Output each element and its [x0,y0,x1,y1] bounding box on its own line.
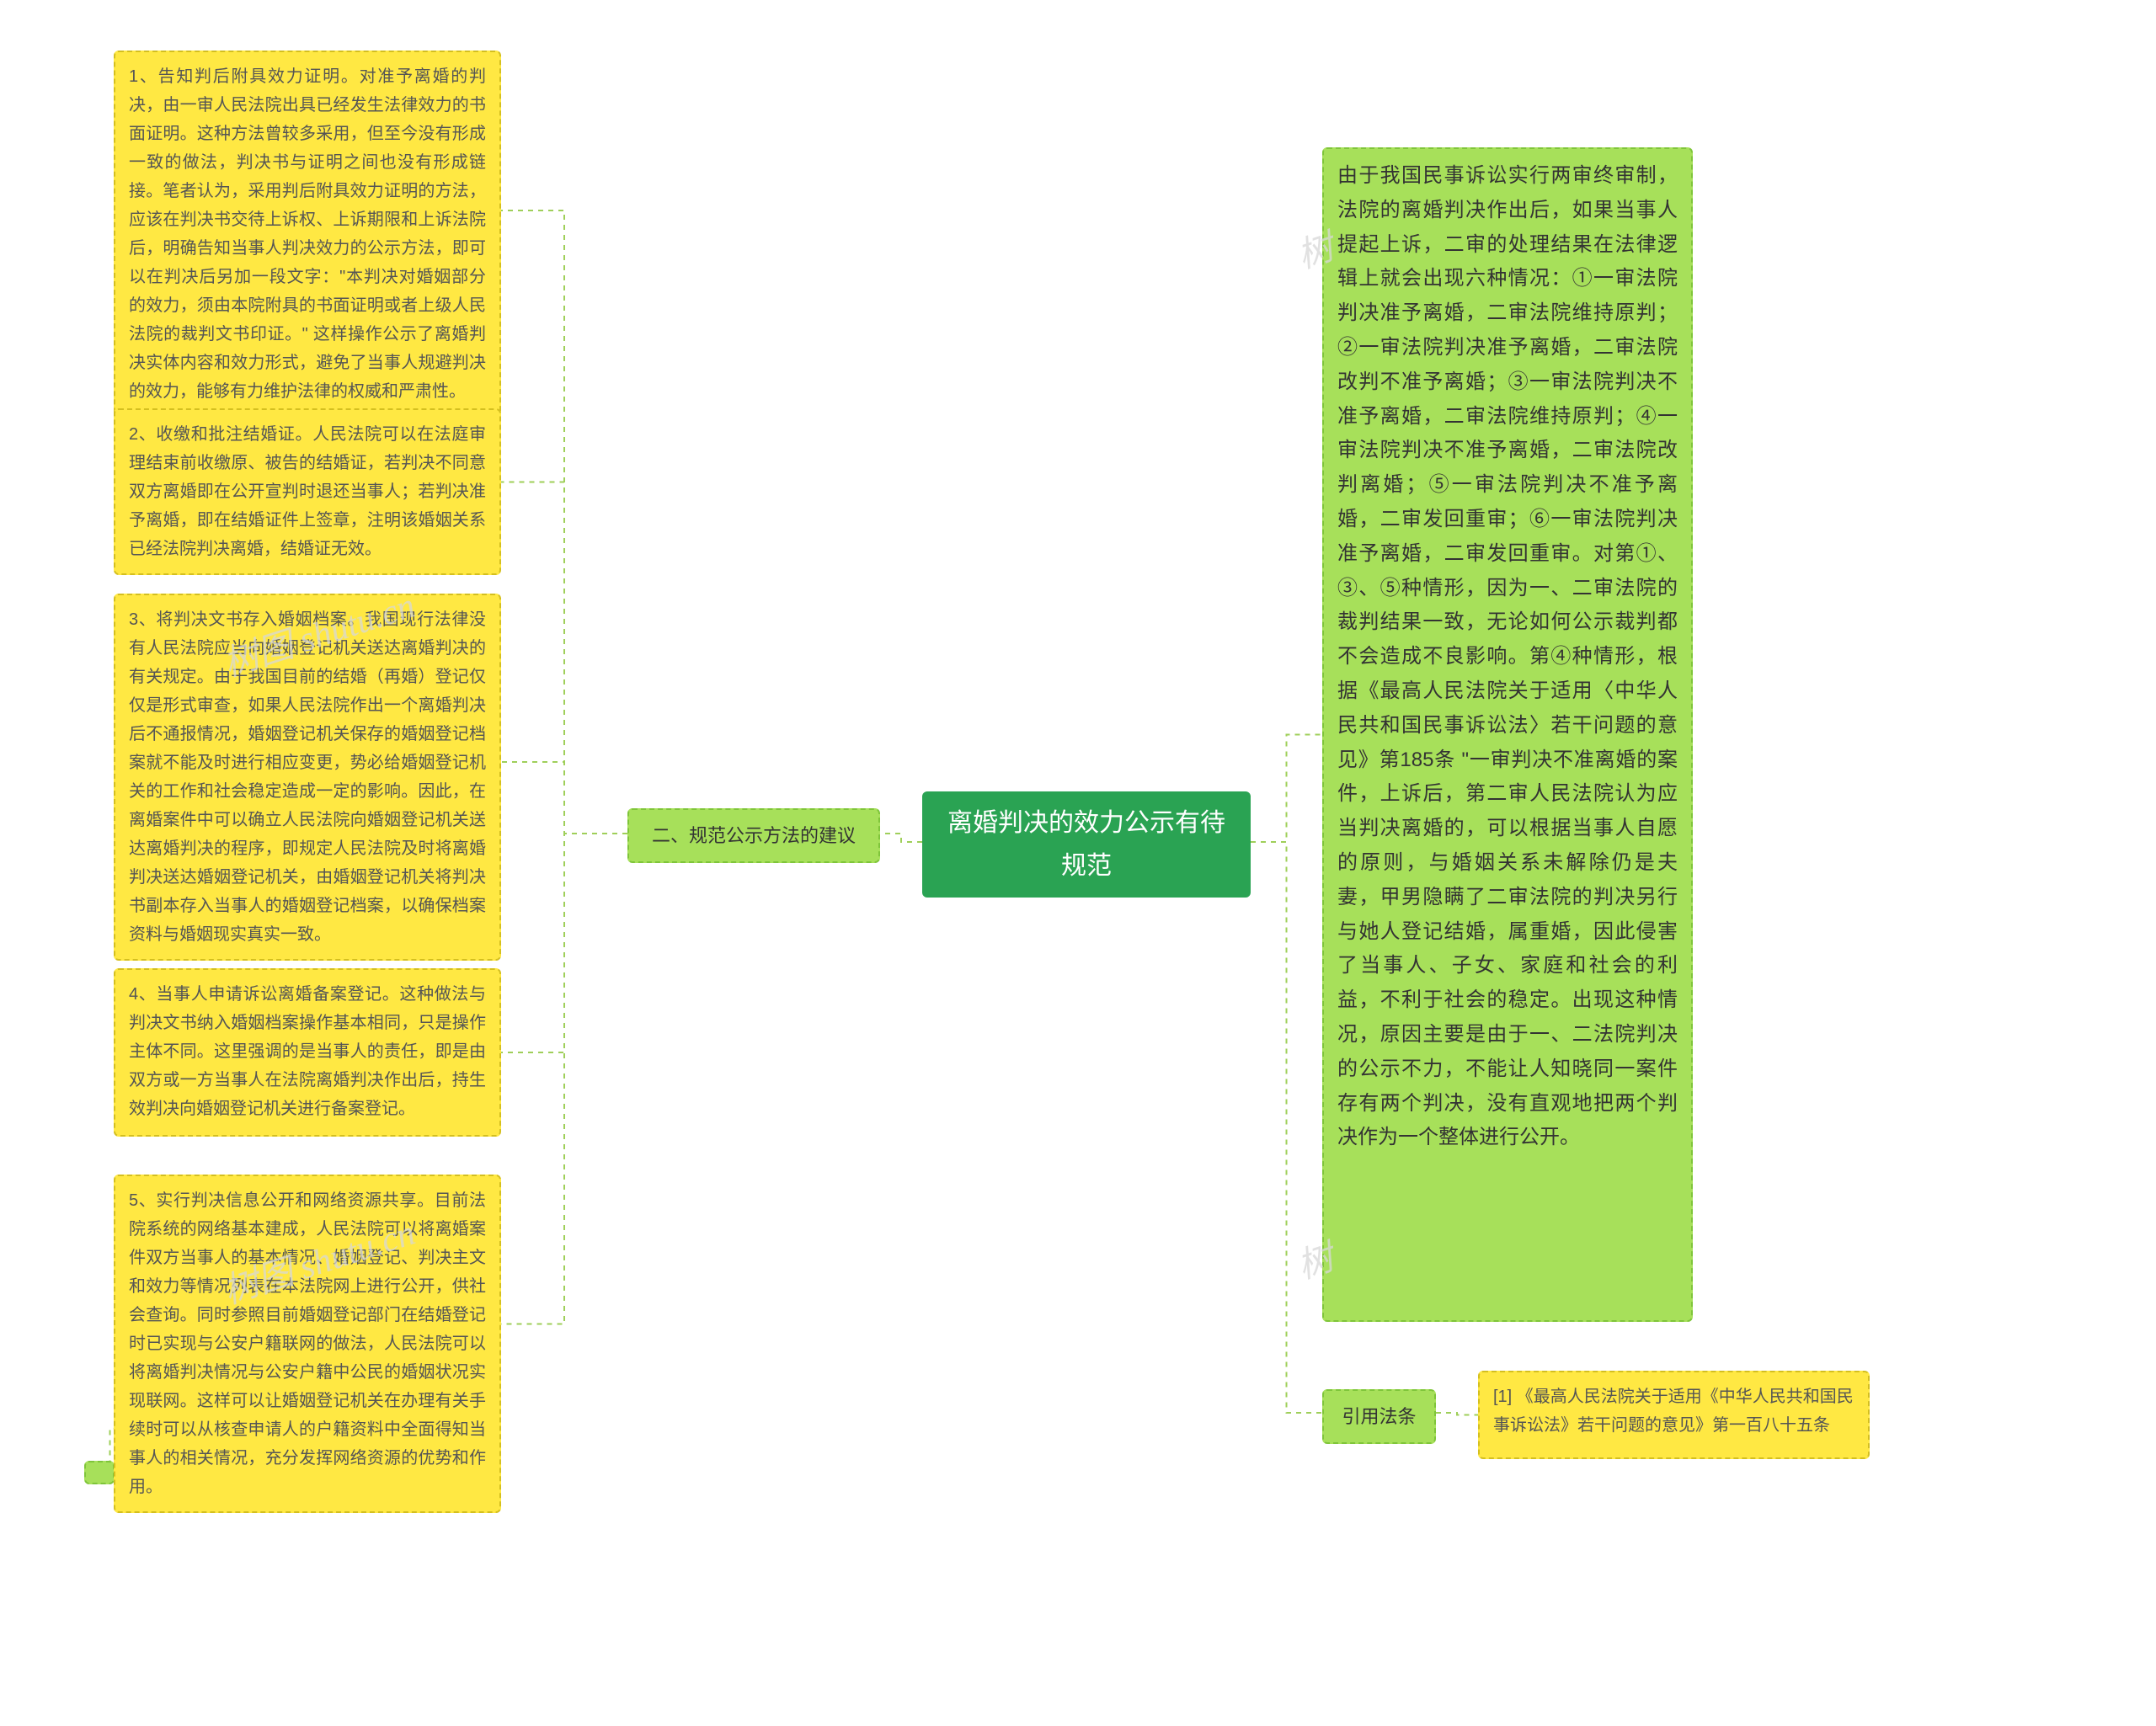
root-node[interactable]: 离婚判决的效力公示有待规范 [922,791,1251,898]
big-right-node[interactable]: 由于我国民事诉讼实行两审终审制，法院的离婚判决作出后，如果当事人提起上诉，二审的… [1322,147,1693,1322]
big-right-text: 由于我国民事诉讼实行两审终审制，法院的离婚判决作出后，如果当事人提起上诉，二审的… [1337,164,1678,1148]
leaf-left-1[interactable]: 1、告知判后附具效力证明。对准予离婚的判决，由一审人民法院出具已经发生法律效力的… [114,51,501,418]
leaf-left-3[interactable]: 3、将判决文书存入婚姻档案。我国现行法律没有人民法院应当向婚姻登记机关送达离婚判… [114,594,501,961]
leaf-left-5[interactable]: 5、实行判决信息公开和网络资源共享。目前法院系统的网络基本建成，人民法院可以将离… [114,1175,501,1513]
branch-right[interactable]: 引用法条 [1322,1389,1436,1444]
branch-left-label: 二、规范公示方法的建议 [652,820,856,851]
leaf-left-text: 5、实行判决信息公开和网络资源共享。目前法院系统的网络基本建成，人民法院可以将离… [129,1191,486,1496]
tiny-left-stub[interactable] [84,1461,115,1484]
root-label: 离婚判决的效力公示有待规范 [936,802,1237,887]
leaf-left-text: 2、收缴和批注结婚证。人民法院可以在法庭审理结束前收缴原、被告的结婚证，若判决不… [129,425,486,558]
leaf-left-4[interactable]: 4、当事人申请诉讼离婚备案登记。这种做法与判决文书纳入婚姻档案操作基本相同，只是… [114,968,501,1137]
leaf-left-text: 3、将判决文书存入婚姻档案。我国现行法律没有人民法院应当向婚姻登记机关送达离婚判… [129,610,486,944]
branch-right-label: 引用法条 [1342,1401,1416,1432]
leaf-left-text: 1、告知判后附具效力证明。对准予离婚的判决，由一审人民法院出具已经发生法律效力的… [129,67,486,401]
branch-left[interactable]: 二、规范公示方法的建议 [627,808,880,863]
leaf-right[interactable]: [1] 《最高人民法院关于适用《中华人民共和国民事诉讼法》若干问题的意见》第一百… [1478,1371,1870,1459]
leaf-right-text: [1] 《最高人民法院关于适用《中华人民共和国民事诉讼法》若干问题的意见》第一百… [1493,1388,1854,1435]
leaf-left-2[interactable]: 2、收缴和批注结婚证。人民法院可以在法庭审理结束前收缴原、被告的结婚证，若判决不… [114,408,501,575]
leaf-left-text: 4、当事人申请诉讼离婚备案登记。这种做法与判决文书纳入婚姻档案操作基本相同，只是… [129,985,486,1118]
